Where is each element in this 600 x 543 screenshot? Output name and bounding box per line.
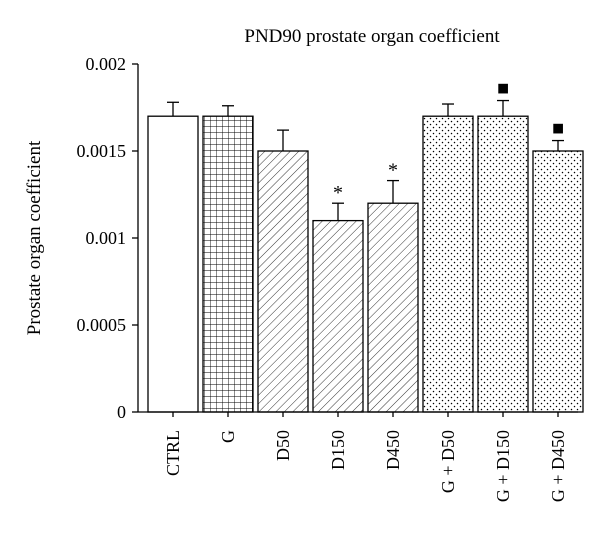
y-tick-label: 0.001 xyxy=(86,228,127,248)
bar xyxy=(147,115,199,413)
y-tick-label: 0.002 xyxy=(86,54,127,74)
y-tick-label: 0.0005 xyxy=(77,315,127,335)
bar xyxy=(367,202,419,413)
y-axis-label: Prostate organ coefficient xyxy=(24,140,45,335)
significance-asterisk: * xyxy=(333,182,343,204)
bar xyxy=(477,115,529,413)
significance-markers: * * ■ ■ xyxy=(333,78,564,205)
y-axis-ticks: 0 0.0005 0.001 0.0015 0.002 xyxy=(77,54,138,422)
bars xyxy=(147,115,584,413)
x-tick-label: CTRL xyxy=(163,430,183,476)
significance-square: ■ xyxy=(497,78,509,100)
x-tick-label: G + D150 xyxy=(493,430,513,502)
y-tick-label: 0 xyxy=(117,402,126,422)
x-tick-label: G + D50 xyxy=(438,430,458,493)
x-tick-label: D50 xyxy=(273,430,293,461)
bar xyxy=(202,115,254,413)
x-tick-label: D450 xyxy=(383,430,403,470)
bar xyxy=(422,115,474,413)
x-axis-labels: CTRL G D50 D150 D450 G + D50 G + D150 G + D450 xyxy=(163,412,568,502)
y-tick-label: 0.0015 xyxy=(77,141,127,161)
x-tick-label: D150 xyxy=(328,430,348,470)
error-bars xyxy=(167,99,564,221)
bar xyxy=(532,150,584,413)
bar xyxy=(312,219,364,413)
x-tick-label: G xyxy=(218,430,238,443)
significance-square: ■ xyxy=(552,118,564,140)
bar xyxy=(257,150,309,413)
x-tick-label: G + D450 xyxy=(548,430,568,502)
significance-asterisk: * xyxy=(388,160,398,182)
chart-title: PND90 prostate organ coefficient xyxy=(244,26,500,47)
